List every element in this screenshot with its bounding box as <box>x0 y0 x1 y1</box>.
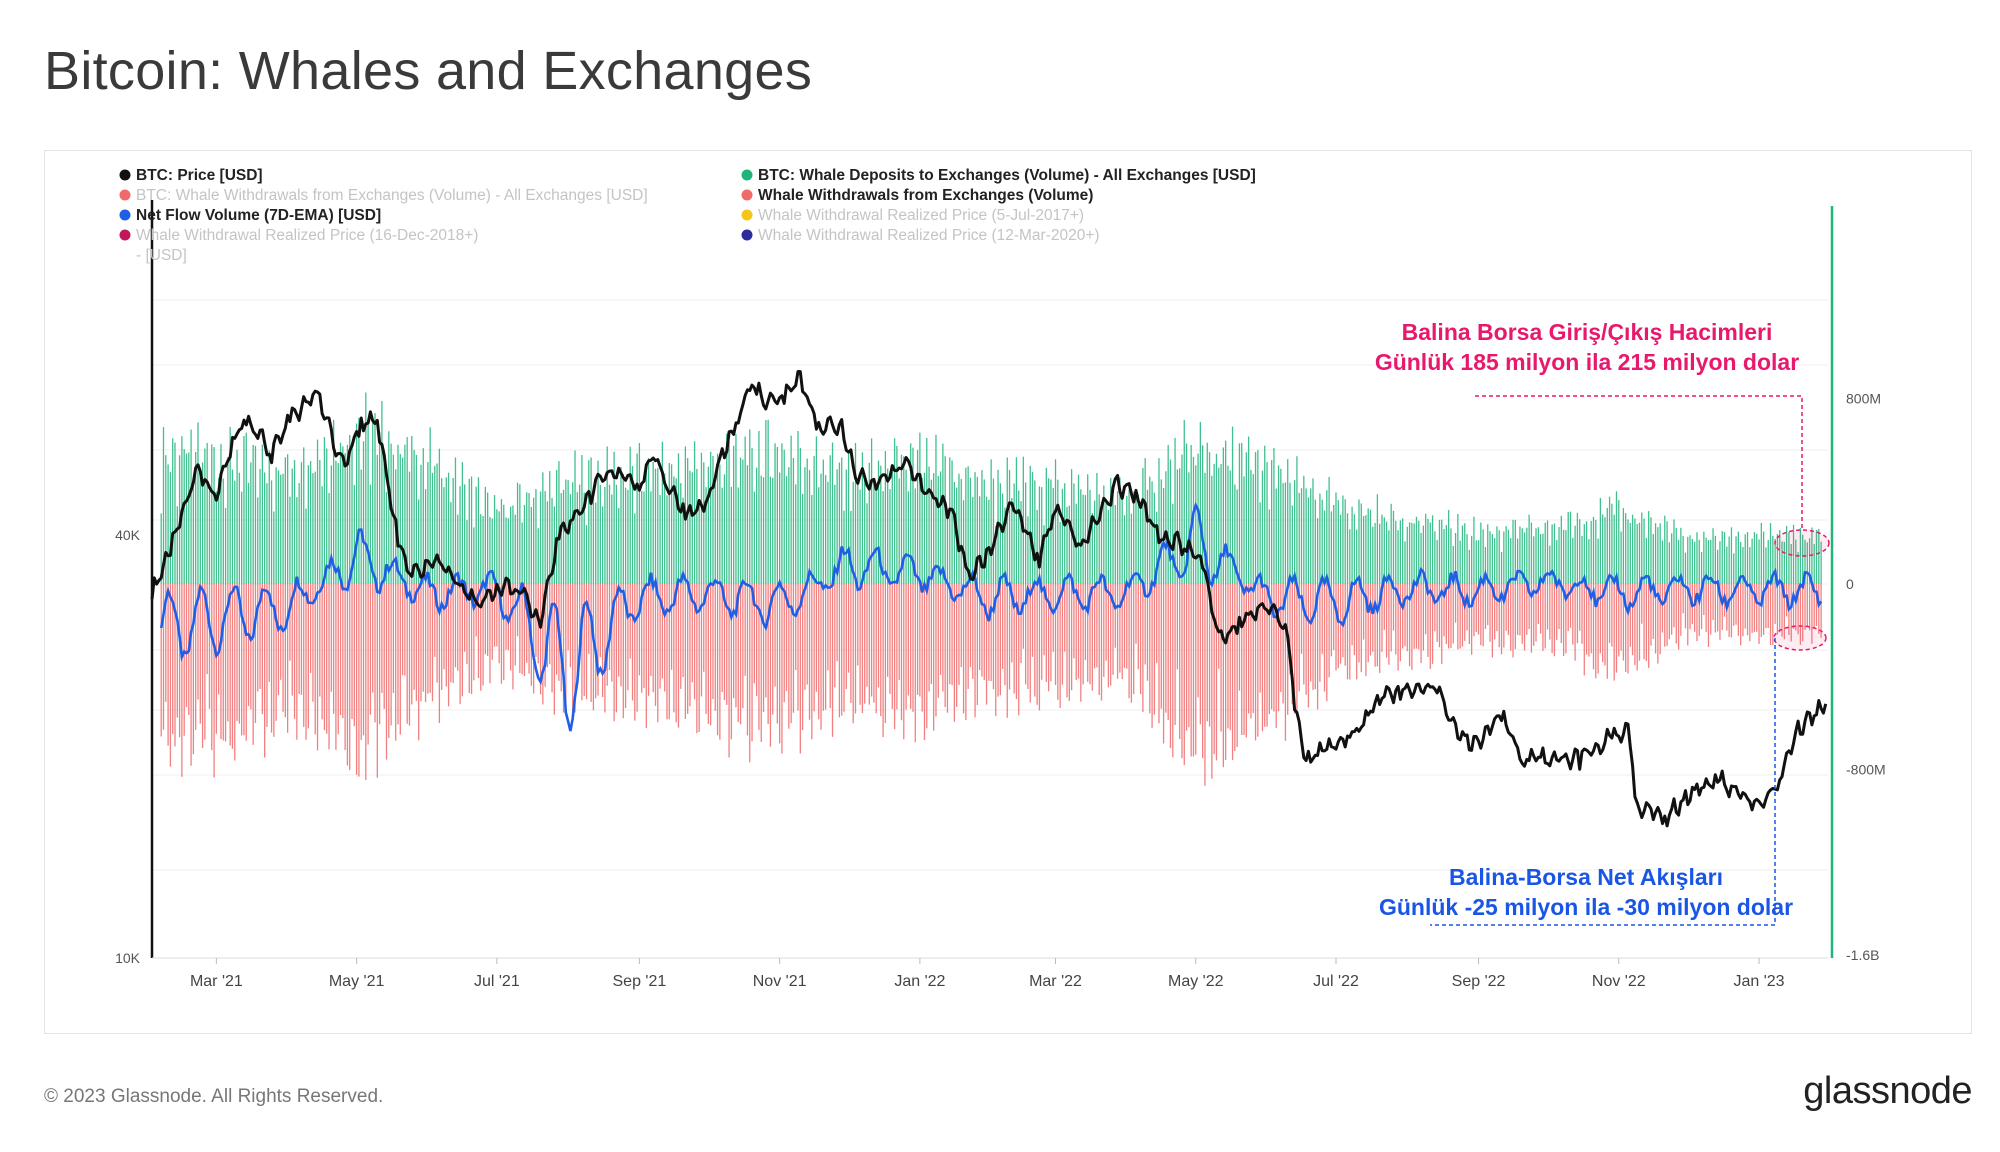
pink-highlight-withdrawals <box>1773 625 1827 651</box>
legend-swatch <box>119 209 131 221</box>
right-tick-label: 0 <box>1846 576 1854 592</box>
legend-item[interactable]: Whale Withdrawals from Exchanges (Volume… <box>741 187 1094 204</box>
x-tick-label: Jul '22 <box>1313 973 1359 990</box>
price-line <box>150 370 1828 828</box>
x-tick-label: Jul '21 <box>474 973 520 990</box>
legend-swatch <box>741 169 753 181</box>
legend-label: Whale Withdrawal Realized Price (5-Jul-2… <box>758 207 1084 224</box>
x-tick-label: Sep '22 <box>1452 973 1506 990</box>
left-tick-label: 10K <box>115 950 141 966</box>
legend-label-cont: - [USD] <box>136 247 187 264</box>
legend-label: Net Flow Volume (7D-EMA) [USD] <box>136 207 381 224</box>
legend-item[interactable]: Net Flow Volume (7D-EMA) [USD] <box>119 207 382 224</box>
legend-swatch <box>741 209 753 221</box>
x-tick-label: May '21 <box>329 973 385 990</box>
page-title: Bitcoin: Whales and Exchanges <box>44 41 813 101</box>
pink-leader <box>1475 395 1803 528</box>
legend-label: Whale Withdrawals from Exchanges (Volume… <box>758 187 1093 204</box>
x-tick-label: Jan '23 <box>1733 973 1784 990</box>
legend-swatch <box>741 229 753 241</box>
right-tick-label: -1.6B <box>1846 947 1879 963</box>
x-tick-label: Mar '21 <box>190 973 243 990</box>
legend-item[interactable]: Whale Withdrawal Realized Price (16-Dec-… <box>119 227 479 264</box>
legend-swatch <box>119 169 131 181</box>
footer-copyright: © 2023 Glassnode. All Rights Reserved. <box>44 1086 384 1107</box>
pink-highlight-deposits <box>1774 529 1830 557</box>
annotations: Balina Borsa Giriş/Çıkış Hacimleri Günlük… <box>1375 319 1830 926</box>
legend[interactable]: BTC: Price [USD] BTC: Whale Deposits to E… <box>119 167 1256 264</box>
x-tick-label: Nov '21 <box>753 973 807 990</box>
netflow-line <box>159 501 1823 732</box>
blue-leader <box>1430 638 1776 926</box>
annotation-blue-line2: Günlük -25 milyon ila -30 milyon dolar <box>1379 894 1793 920</box>
x-tick-label: Sep '21 <box>613 973 667 990</box>
grid-lines <box>152 299 1828 871</box>
annotation-pink-line2: Günlük 185 milyon ila 215 milyon dolar <box>1375 349 1799 375</box>
axes: 10K 40K 800M 0 -800M -1.6B Mar '21 May '21 Jul '… <box>115 200 1886 990</box>
right-tick-label: 800M <box>1846 391 1881 407</box>
legend-label: BTC: Whale Withdrawals from Exchanges (V… <box>136 187 648 204</box>
annotation-pink-line1: Balina Borsa Giriş/Çıkış Hacimleri <box>1402 319 1773 345</box>
legend-label: BTC: Whale Deposits to Exchanges (Volume… <box>758 167 1256 184</box>
x-tick-label: Jan '22 <box>894 973 945 990</box>
legend-label: Whale Withdrawal Realized Price (16-Dec-… <box>136 227 478 244</box>
left-tick-label: 40K <box>115 527 141 543</box>
legend-swatch <box>119 189 131 201</box>
x-tick-label: Mar '22 <box>1029 973 1082 990</box>
x-tick-label: May '22 <box>1168 973 1224 990</box>
legend-swatch <box>741 189 753 201</box>
annotation-blue-line1: Balina-Borsa Net Akışları <box>1449 864 1723 890</box>
x-tick-label: Nov '22 <box>1592 973 1646 990</box>
legend-item[interactable]: BTC: Price [USD] <box>119 167 263 184</box>
legend-label: Whale Withdrawal Realized Price (12-Mar-… <box>758 227 1100 244</box>
legend-swatch <box>119 229 131 241</box>
legend-label: BTC: Price [USD] <box>136 167 263 184</box>
glassnode-logo[interactable]: glassnode <box>1803 1070 1972 1112</box>
legend-item[interactable]: Whale Withdrawal Realized Price (12-Mar-… <box>741 227 1100 244</box>
right-tick-label: -800M <box>1846 761 1886 777</box>
chart-frame <box>44 150 1972 1034</box>
legend-item[interactable]: Whale Withdrawal Realized Price (5-Jul-2… <box>741 207 1085 224</box>
legend-item[interactable]: BTC: Whale Deposits to Exchanges (Volume… <box>741 167 1256 184</box>
series-lines <box>150 370 1828 828</box>
legend-item[interactable]: BTC: Whale Withdrawals from Exchanges (V… <box>119 187 648 204</box>
